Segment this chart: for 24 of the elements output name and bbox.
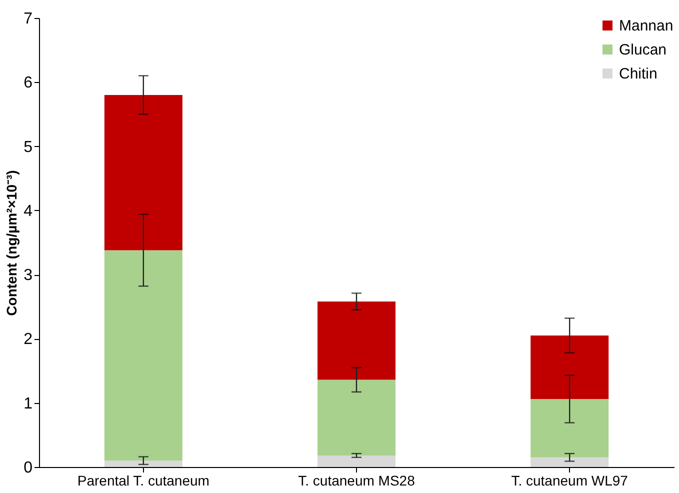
legend-label: Glucan: [619, 42, 667, 58]
x-tick-label: T. cutaneum WL97: [511, 472, 628, 488]
bar: [104, 250, 182, 461]
bar: [318, 455, 396, 467]
x-tick-label: T. cutaneum MS28: [298, 472, 416, 488]
legend-label: Mannan: [619, 18, 674, 34]
y-tick-label: 7: [24, 10, 33, 28]
y-tick-label: 0: [24, 460, 33, 476]
bar: [104, 460, 182, 467]
y-tick-label: 5: [24, 138, 33, 156]
legend-label: Chitin: [619, 66, 658, 82]
bar: [318, 380, 396, 456]
bar: [530, 457, 609, 467]
y-tick-label: 2: [24, 331, 33, 348]
y-tick-label: 4: [24, 202, 33, 220]
bar: [318, 302, 396, 380]
y-tick-label: 6: [24, 74, 33, 92]
bar: [530, 399, 609, 458]
x-tick-label: Parental T. cutaneum: [77, 472, 210, 488]
bar: [530, 336, 609, 400]
y-tick-label: 3: [24, 267, 33, 284]
y-tick-label: 1: [24, 395, 33, 412]
y-axis-title: Content (ng/µm²×10⁻³): [4, 170, 20, 316]
bar: [104, 94, 182, 250]
